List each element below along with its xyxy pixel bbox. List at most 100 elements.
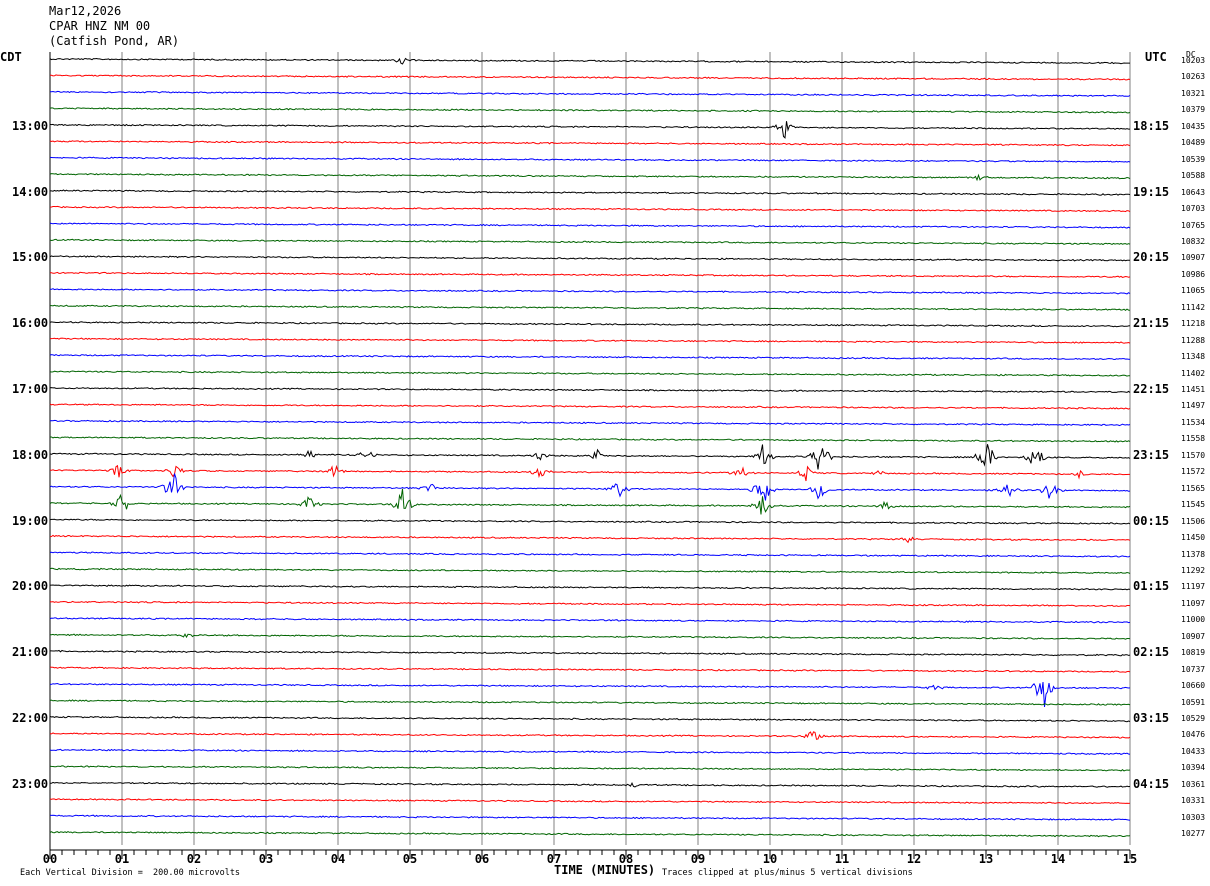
- trace-row-38: [49, 681, 1131, 708]
- date-label: Mar12,2026: [49, 4, 122, 18]
- trace-row-4: [49, 121, 1130, 139]
- left-hour-label: 19:00: [12, 513, 49, 528]
- trace-row-43: [49, 765, 1131, 772]
- trace-row-13: [49, 271, 1131, 278]
- dc-offset-label: 11572: [1181, 467, 1206, 477]
- trace-row-41: [49, 731, 1131, 740]
- x-axis-title: TIME (MINUTES): [554, 863, 656, 877]
- right-hour-label: 19:15: [1133, 184, 1170, 199]
- dc-offset-label: 11065: [1181, 286, 1206, 296]
- right-hour-label: 00:15: [1133, 513, 1170, 528]
- left-hour-label: 22:00: [12, 711, 49, 725]
- trace-row-25: [49, 464, 1130, 482]
- dc-offset-label: 10832: [1181, 236, 1206, 246]
- dc-offset-label: 10588: [1181, 171, 1206, 181]
- dc-offset-label: 11197: [1181, 582, 1206, 592]
- left-hour-label: 13:00: [12, 118, 49, 133]
- location-label: (Catfish Pond, AR): [49, 34, 180, 48]
- trace-row-20: [49, 387, 1131, 393]
- trace-row-46: [49, 814, 1131, 821]
- dc-offset-label: 10737: [1181, 664, 1206, 674]
- left-hour-label: 16:00: [12, 316, 49, 331]
- dc-offset-label: 11545: [1181, 500, 1206, 510]
- x-tick-label: 01: [114, 852, 130, 866]
- dc-offset-label: 10277: [1181, 829, 1206, 839]
- trace-row-36: [50, 649, 1131, 657]
- trace-row-35: [49, 633, 1131, 640]
- dc-offset-label: 10907: [1181, 631, 1206, 641]
- trace-row-14: [49, 288, 1131, 295]
- dc-offset-label: 11142: [1181, 302, 1206, 312]
- x-tick-label: 03: [258, 852, 274, 866]
- x-tick-label: 07: [546, 852, 562, 866]
- right-hour-label: 20:15: [1133, 250, 1170, 265]
- trace-row-30: [49, 551, 1131, 558]
- trace-row-45: [49, 798, 1131, 805]
- trace-row-6: [49, 156, 1131, 163]
- trace-row-9: [49, 205, 1131, 213]
- dc-offset-label: 11565: [1181, 483, 1206, 493]
- clip-note: Traces clipped at plus/minus 5 vertical …: [662, 868, 913, 878]
- dc-offset-label: 11218: [1181, 319, 1206, 329]
- vertical-division-note: Each Vertical Division = 200.00 microvol…: [20, 868, 241, 878]
- trace-row-26: [49, 473, 1131, 501]
- trace-row-34: [49, 617, 1131, 624]
- left-hour-label: 21:00: [12, 645, 49, 660]
- trace-row-42: [49, 748, 1131, 756]
- dc-offset-label: 10379: [1181, 105, 1206, 115]
- dc-offset-label: 11097: [1181, 598, 1206, 608]
- dc-offset-label: 11534: [1181, 417, 1206, 427]
- trace-row-2: [50, 90, 1131, 97]
- station-label: CPAR HNZ NM 00: [49, 19, 151, 33]
- trace-row-12: [49, 255, 1130, 262]
- trace-row-5: [49, 140, 1131, 147]
- trace-row-29: [49, 534, 1131, 544]
- x-tick-label: 12: [906, 852, 922, 866]
- dc-offset-label: 10394: [1181, 763, 1206, 773]
- trace-row-44: [50, 781, 1131, 788]
- x-tick-label: 05: [402, 852, 418, 866]
- trace-row-15: [50, 304, 1131, 312]
- x-tick-label: 08: [618, 852, 634, 866]
- dc-offset-label: 11451: [1181, 385, 1206, 394]
- dc-offset-label: 10361: [1181, 779, 1206, 789]
- x-tick-label: 13: [978, 852, 994, 866]
- dc-offset-label: 10643: [1181, 187, 1206, 197]
- dc-offset-label: 10539: [1181, 154, 1206, 164]
- trace-row-22: [49, 419, 1131, 427]
- dc-offset-label: 11570: [1181, 450, 1206, 460]
- dc-offset-label: 10321: [1181, 88, 1206, 98]
- right-hour-label: 03:15: [1133, 711, 1170, 725]
- dc-offset-label: 11348: [1181, 352, 1206, 362]
- x-tick-label: 00: [42, 852, 58, 866]
- right-hour-label: 01:15: [1133, 579, 1170, 594]
- x-tick-label: 09: [690, 852, 706, 866]
- right-hour-label: 02:15: [1133, 645, 1170, 660]
- trace-row-28: [49, 518, 1131, 525]
- x-tick-label: 15: [1122, 852, 1138, 866]
- left-hour-label: 20:00: [12, 579, 49, 594]
- dc-offset-label: 11288: [1181, 335, 1206, 345]
- trace-row-18: [49, 354, 1131, 361]
- trace-row-19: [49, 370, 1130, 377]
- trace-row-3: [49, 107, 1131, 114]
- trace-row-39: [49, 699, 1131, 706]
- dc-offset-label: 10433: [1181, 746, 1206, 756]
- trace-row-8: [50, 189, 1131, 196]
- dc-offset-label: 11506: [1181, 516, 1206, 526]
- left-hour-label: 17:00: [12, 382, 49, 396]
- x-tick-label: 04: [330, 852, 346, 866]
- dc-header-label: DC: [1186, 50, 1196, 59]
- dc-offset-label: 10203: [1181, 56, 1206, 65]
- left-hour-label: 18:00: [12, 447, 49, 462]
- right-hour-label: 21:15: [1133, 316, 1170, 331]
- trace-row-1: [49, 74, 1131, 81]
- left-hour-label: 15:00: [12, 250, 49, 265]
- trace-row-47: [49, 831, 1131, 838]
- trace-row-11: [49, 238, 1131, 246]
- trace-row-17: [49, 337, 1131, 344]
- dc-offset-label: 11497: [1181, 401, 1206, 411]
- right-hour-label: 23:15: [1133, 447, 1170, 462]
- right-timezone-label: UTC: [1145, 50, 1167, 64]
